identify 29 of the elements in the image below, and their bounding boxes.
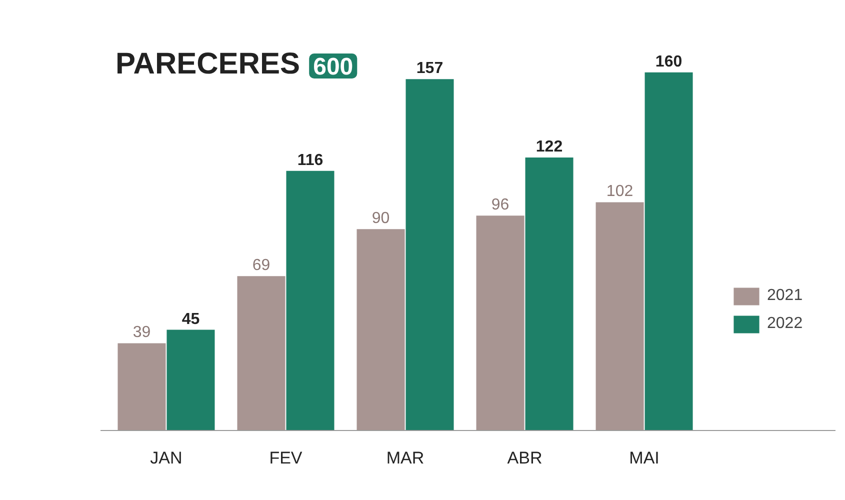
- data-label: 116: [297, 152, 324, 169]
- x-tick-label: ABR: [507, 448, 542, 468]
- bar: [476, 216, 524, 430]
- x-tick-label: MAI: [629, 448, 660, 468]
- data-label: 45: [182, 310, 200, 328]
- bar: [356, 229, 405, 430]
- data-label: 160: [655, 53, 682, 70]
- chart-title: PARECERES: [116, 48, 300, 80]
- x-tick-label: FEV: [269, 448, 303, 468]
- data-label: 96: [491, 196, 510, 214]
- data-label: 102: [606, 183, 634, 200]
- legend-label: 2022: [767, 315, 803, 333]
- x-tick-label: MAR: [386, 448, 424, 468]
- data-label: 122: [536, 138, 563, 156]
- bar: [596, 202, 644, 430]
- bar: [237, 276, 286, 430]
- x-tick-label: JAN: [150, 448, 182, 468]
- bar: [406, 79, 454, 430]
- chart-subtitle: 600: [313, 54, 354, 80]
- bar: [166, 330, 215, 430]
- bar: [644, 72, 693, 430]
- data-label: 69: [252, 257, 270, 274]
- bar: [525, 157, 574, 430]
- legend-label: 2021: [767, 287, 803, 305]
- bar: [118, 343, 166, 430]
- data-label: 90: [372, 210, 390, 228]
- bar: [286, 170, 334, 430]
- data-label: 157: [416, 60, 444, 78]
- data-label: 39: [132, 324, 151, 342]
